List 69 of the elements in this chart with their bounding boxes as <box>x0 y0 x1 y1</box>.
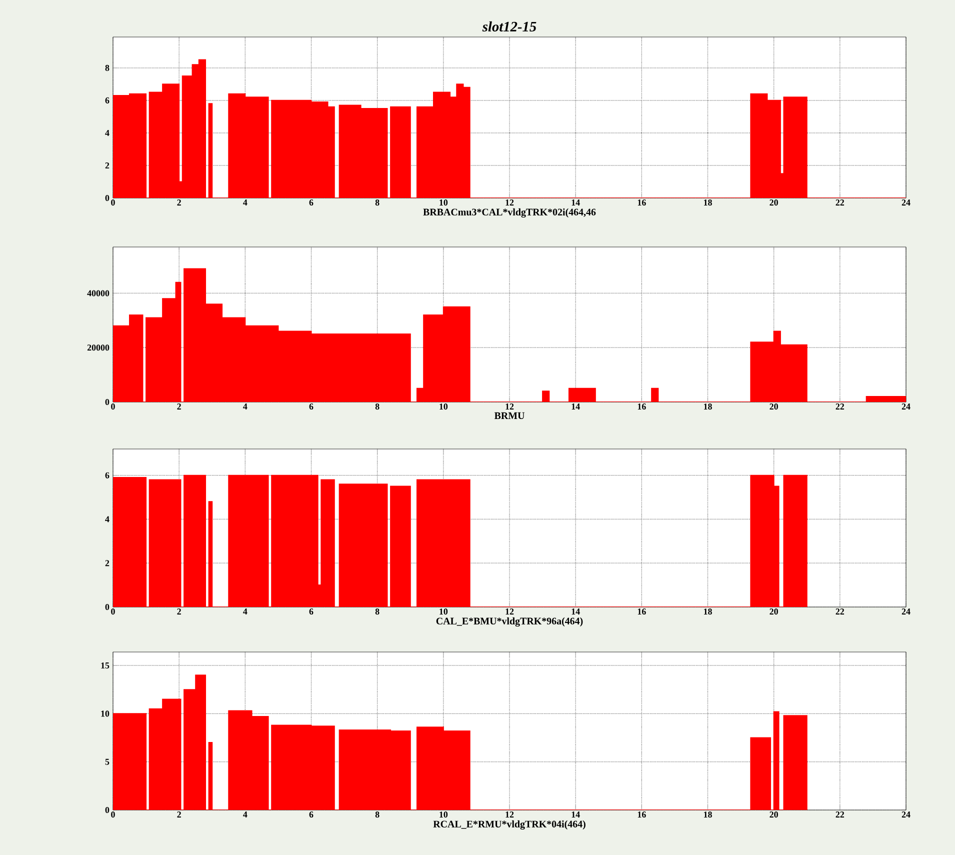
x-tick-label: 14 <box>572 812 580 818</box>
x-tick-label: 12 <box>506 200 514 206</box>
x-tick-label: 4 <box>243 404 248 410</box>
x-tick-label: 12 <box>506 608 514 614</box>
x-axis-title: BRMU <box>494 412 524 420</box>
x-axis-title: RCAL_E*RMU*vldgTRK*04i(464) <box>433 820 586 830</box>
chart-title: slot12-15 <box>482 21 536 32</box>
x-tick-label: 6 <box>309 200 314 206</box>
x-tick-label: 20 <box>770 608 778 615</box>
x-tick-label: 18 <box>704 404 712 410</box>
x-tick-label: 0 <box>111 608 115 615</box>
x-tick-label: 8 <box>375 812 380 818</box>
x-tick-label: 4 <box>243 200 248 206</box>
x-tick-label: 6 <box>309 608 314 615</box>
x-tick-label: 10 <box>440 200 448 206</box>
x-tick-label: 2 <box>177 404 181 410</box>
x-tick-label: 6 <box>309 812 314 818</box>
y-tick-label: 20000 <box>87 344 110 351</box>
x-tick-label: 24 <box>902 608 910 614</box>
x-tick-label: 20 <box>770 200 778 206</box>
x-tick-label: 4 <box>243 812 248 818</box>
x-tick-label: 22 <box>836 608 844 614</box>
x-tick-label: 24 <box>902 812 910 818</box>
x-tick-label: 10 <box>440 404 448 410</box>
x-tick-label: 16 <box>638 812 646 818</box>
x-tick-label: 22 <box>836 812 844 818</box>
x-tick-label: 2 <box>177 812 181 818</box>
x-tick-label: 0 <box>111 404 115 410</box>
x-tick-label: 22 <box>836 404 844 410</box>
x-tick-label: 18 <box>704 812 712 818</box>
x-tick-label: 8 <box>375 200 380 206</box>
y-tick-label: 10 <box>101 710 110 717</box>
x-tick-label: 12 <box>506 812 514 818</box>
x-tick-label: 0 <box>111 200 115 206</box>
x-axis-title: CAL_E*BMU*vldgTRK*96a(464) <box>436 617 583 627</box>
x-tick-label: 10 <box>440 812 448 818</box>
x-tick-label: 20 <box>770 812 778 818</box>
y-tick-label: 4 <box>105 130 110 136</box>
x-tick-label: 18 <box>704 608 712 615</box>
x-tick-label: 0 <box>111 812 115 818</box>
x-tick-label: 14 <box>572 608 580 614</box>
y-tick-label: 8 <box>105 64 110 71</box>
x-tick-label: 14 <box>572 404 580 410</box>
y-tick-label: 5 <box>105 758 110 765</box>
y-tick-label: 4 <box>105 516 110 522</box>
x-tick-label: 22 <box>836 200 844 206</box>
y-tick-label: 2 <box>105 162 110 168</box>
y-tick-label: 40000 <box>87 290 110 296</box>
x-tick-label: 10 <box>440 608 448 615</box>
x-tick-label: 18 <box>704 200 712 206</box>
x-tick-label: 8 <box>375 404 380 410</box>
x-tick-label: 24 <box>902 404 910 410</box>
y-tick-label: 15 <box>101 662 110 668</box>
y-tick-label: 6 <box>105 472 110 478</box>
x-tick-label: 6 <box>309 404 314 410</box>
x-tick-label: 16 <box>638 200 646 206</box>
x-tick-label: 16 <box>638 404 646 410</box>
x-tick-label: 16 <box>638 608 646 615</box>
x-tick-label: 14 <box>572 200 580 206</box>
x-tick-label: 20 <box>770 404 778 410</box>
x-tick-label: 2 <box>177 200 181 206</box>
y-tick-label: 6 <box>105 97 110 104</box>
x-tick-label: 2 <box>177 608 181 614</box>
x-axis-title: BRBACmu3*CAL*vldgTRK*02i(464,46 <box>423 208 596 218</box>
x-tick-label: 12 <box>506 404 514 410</box>
x-tick-label: 8 <box>375 608 380 615</box>
x-tick-label: 4 <box>243 608 248 614</box>
y-tick-label: 2 <box>105 560 110 566</box>
x-tick-label: 24 <box>902 200 910 206</box>
